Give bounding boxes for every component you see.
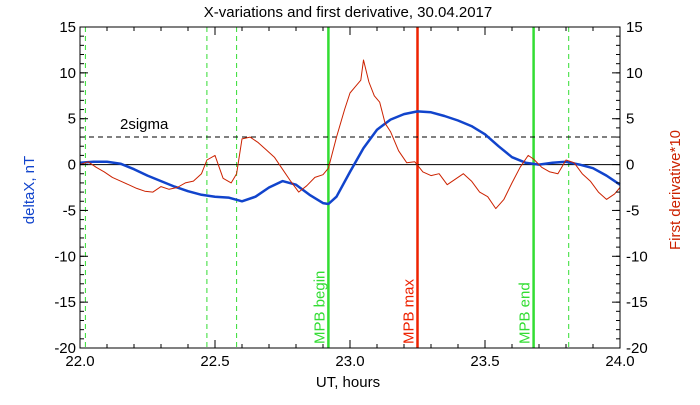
left-y-tick-label: 15 [59,19,76,36]
x-tick-label: 24.0 [605,353,634,370]
x-tick-label: 23.0 [335,353,364,370]
left-y-tick-label: -10 [54,248,76,265]
right-y-tick-label: 0 [626,157,634,174]
x-tick-label: 23.5 [470,353,499,370]
x-tick-label: 22.5 [200,353,229,370]
marker-label-mpb-max: MPB max [401,278,418,344]
derivative-series-line [79,59,621,210]
x-tick-label: 22.0 [65,353,94,370]
deltax-series-line [79,110,621,206]
marker-label-mpb-begin: MPB begin [311,271,328,344]
marker-label-mpb-end: MPB end [517,282,534,344]
right-y-tick-label: -20 [626,340,648,357]
left-y-tick-label: 5 [68,111,76,128]
chart-title: X-variations and first derivative, 30.04… [204,4,493,21]
x-axis-label: UT, hours [316,374,380,391]
left-y-tick-label: -15 [54,294,76,311]
right-y-tick-label: -15 [626,294,648,311]
left-y-tick-label: -5 [63,202,76,219]
left-y-tick-label: 10 [59,65,76,82]
sigma-threshold-label: 2sigma [120,116,169,133]
right-y-tick-label: -5 [626,202,639,219]
right-y-tick-label: 15 [626,19,643,36]
left-y-tick-label: -20 [54,340,76,357]
right-y-tick-label: 5 [626,111,634,128]
right-y-tick-label: -10 [626,248,648,265]
left-y-axis-label: deltaX, nT [21,156,38,224]
plot-frame [79,26,621,349]
right-y-axis-label: First derivative*10 [667,130,684,250]
right-y-tick-label: 10 [626,65,643,82]
left-y-tick-label: 0 [68,157,76,174]
